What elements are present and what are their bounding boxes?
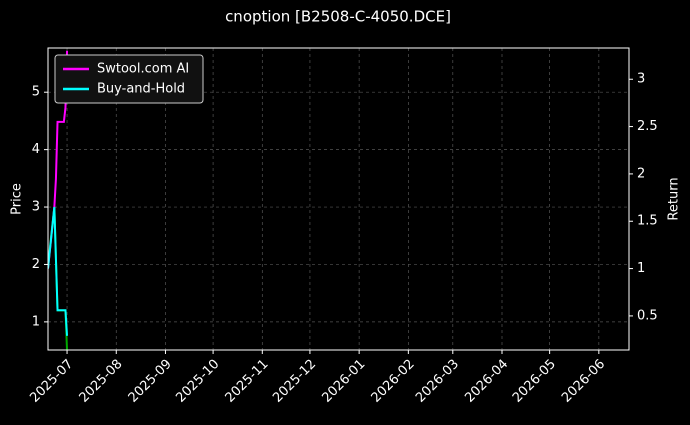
series-line xyxy=(48,206,69,336)
y2-axis-label: Return xyxy=(667,177,682,220)
y2-tick-label: 2.5 xyxy=(637,119,658,134)
y2-tick-label: 1.5 xyxy=(637,214,658,229)
y-tick-label: 2 xyxy=(32,257,40,272)
legend-label: Buy-and-Hold xyxy=(97,82,185,97)
y-tick-label: 3 xyxy=(32,200,40,215)
plot-frame xyxy=(47,47,630,351)
y-tick-label: 1 xyxy=(32,314,40,329)
series-line xyxy=(48,50,69,269)
y-tick-label: 4 xyxy=(32,142,40,157)
chart-title: cnoption [B2508-C-4050.DCE] xyxy=(225,8,451,26)
plot-lines xyxy=(48,50,69,350)
y2-tick-label: 3 xyxy=(637,72,645,87)
y-tick-label: 5 xyxy=(32,85,40,100)
y-axis-label: Price xyxy=(10,183,25,215)
legend-box xyxy=(54,54,204,104)
y2-tick-label: 0.5 xyxy=(637,308,658,323)
y2-tick-label: 2 xyxy=(637,166,645,181)
y2-tick-label: 1 xyxy=(637,261,645,276)
legend-label: Swtool.com AI xyxy=(97,62,189,77)
